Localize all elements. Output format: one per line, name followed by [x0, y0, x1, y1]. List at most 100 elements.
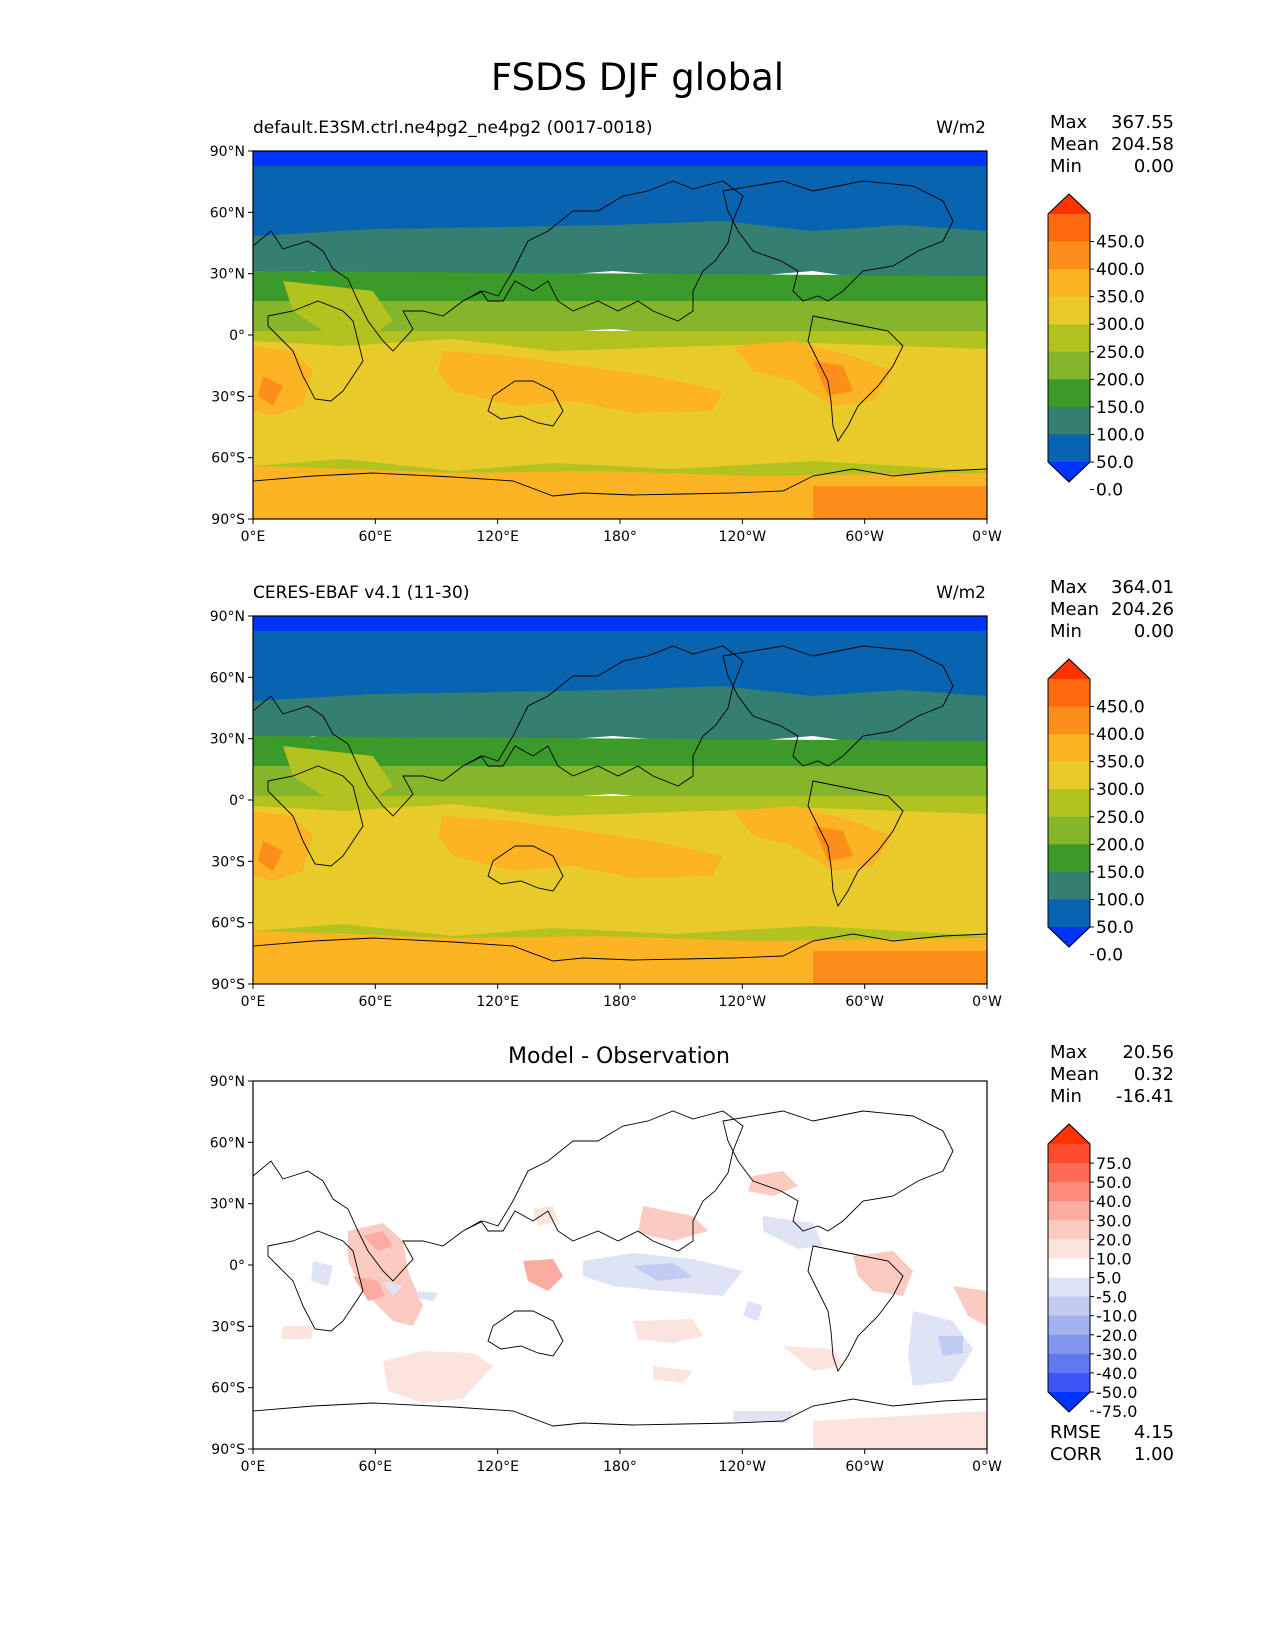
stat-value: 367.55 — [1111, 112, 1174, 133]
contour-region — [638, 1206, 708, 1241]
contour-region — [653, 1366, 693, 1383]
colorbar-tick-label: 100.0 — [1096, 890, 1145, 910]
contour-region — [733, 806, 893, 871]
lat-tick-label: 30°N — [210, 267, 245, 283]
contour-region — [633, 1263, 693, 1281]
contour-region — [813, 1411, 987, 1449]
coastline — [252, 468, 988, 497]
colorbar-tick-label: 400.0 — [1096, 725, 1145, 745]
lon-tick-label: 0°E — [241, 529, 266, 545]
colorbar-tick-label: 400.0 — [1096, 260, 1145, 280]
colorbar-tick-label: 0.0 — [1096, 481, 1123, 501]
colorbar-segment — [1048, 324, 1090, 353]
contour-region — [813, 826, 853, 861]
coastline — [267, 1230, 364, 1332]
colorbar-segment — [1048, 269, 1090, 298]
coastline — [807, 1245, 904, 1373]
colorbar-tick-label: -75.0 — [1096, 1402, 1137, 1421]
coastline — [807, 780, 904, 908]
longitude-axis: 0°E 60°E 120°E 180° 120°W 60°W 0°W — [241, 519, 1002, 545]
colorbar-tick-label: 200.0 — [1096, 370, 1145, 390]
colorbar: 450.0 400.0 350.0 300.0 250.0 200.0 150.0 100.0… — [1047, 658, 1145, 966]
lon-tick-label: 0°W — [972, 994, 1002, 1010]
lat-tick-label: 60°N — [210, 1135, 245, 1151]
contour-region — [743, 1301, 763, 1321]
lon-tick-label: 60°E — [358, 994, 392, 1010]
longitude-axis: 0°E 60°E 120°E 180° 120°W 60°W 0°W — [241, 1449, 1002, 1475]
colorbar-tick-label: 10.0 — [1096, 1249, 1132, 1268]
contour-region — [533, 1206, 558, 1226]
panel-ref: CERES-EBAF v4.1 (11-30) W/m2 90°N 60°N 30°… — [210, 577, 1174, 1010]
colorbar-tick-label: 150.0 — [1096, 398, 1145, 418]
contour-region — [813, 486, 987, 519]
lat-tick-label: 60°N — [210, 670, 245, 686]
coastline — [722, 180, 954, 302]
colorbar-tick-label: 200.0 — [1096, 835, 1145, 855]
colorbar-extend-max — [1048, 194, 1090, 214]
colorbar-segment — [1048, 241, 1090, 270]
colorbar-segment — [1048, 1144, 1090, 1164]
colorbar-tick-label: 40.0 — [1096, 1192, 1132, 1211]
colorbar-segment — [1048, 1258, 1090, 1279]
contour-region — [853, 1251, 913, 1296]
colorbar: 450.0 400.0 350.0 300.0 250.0 200.0 150.0 100.0… — [1047, 193, 1145, 501]
lon-tick-label: 60°W — [845, 529, 884, 545]
lon-tick-label: 0°E — [241, 994, 266, 1010]
lon-tick-label: 180° — [603, 994, 637, 1010]
colorbar-segment — [1048, 1163, 1090, 1183]
stat-label: Mean — [1050, 134, 1099, 155]
panel-center-title: Model - Observation — [508, 1044, 730, 1069]
colorbar-segment — [1048, 844, 1090, 873]
stat-value: 364.01 — [1111, 577, 1174, 598]
stat-value: -16.41 — [1116, 1086, 1174, 1107]
colorbar-tick-label: 150.0 — [1096, 863, 1145, 883]
lat-tick-label: 30°S — [211, 1319, 245, 1335]
contour-region — [383, 1351, 493, 1403]
lon-tick-label: 180° — [603, 529, 637, 545]
colorbar-segment — [1048, 871, 1090, 900]
colorbar-tick-label: 100.0 — [1096, 425, 1145, 445]
stat-label: Max — [1050, 112, 1088, 133]
contour-region — [283, 746, 393, 806]
lat-tick-label: 60°S — [211, 451, 245, 467]
contour-region — [253, 931, 987, 984]
contour-region — [281, 1326, 313, 1339]
colorbar-tick-label: 50.0 — [1096, 453, 1134, 473]
map-plot — [252, 615, 988, 985]
lat-tick-label: 30°N — [210, 1197, 245, 1213]
contour-region — [258, 841, 283, 871]
stat-value: 0.00 — [1134, 156, 1174, 177]
lon-tick-label: 0°E — [241, 1459, 266, 1475]
coastline — [252, 1398, 988, 1427]
colorbar-tick-label: 0.0 — [1096, 946, 1123, 966]
lon-tick-label: 120°E — [476, 1459, 519, 1475]
lon-tick-label: 120°E — [476, 994, 519, 1010]
contour-region — [438, 351, 723, 413]
contour-region — [253, 166, 987, 243]
lat-tick-label: 60°S — [211, 1381, 245, 1397]
colorbar-segment — [1048, 1220, 1090, 1240]
contour-region — [311, 1261, 333, 1286]
colorbar-tick-label: 300.0 — [1096, 315, 1145, 335]
colorbar-segment — [1048, 379, 1090, 408]
lat-tick-label: 0° — [229, 793, 245, 809]
colorbar-extend-min — [1048, 927, 1090, 947]
lat-tick-label: 90°N — [210, 144, 245, 160]
contour-region — [633, 1319, 703, 1343]
contour-region — [438, 816, 723, 878]
colorbar-tick-label: 30.0 — [1096, 1211, 1132, 1230]
colorbar-segment — [1048, 761, 1090, 790]
coastline — [252, 180, 744, 352]
contour-region — [363, 1231, 393, 1251]
stat-value: 0.00 — [1134, 621, 1174, 642]
colorbar-tick-label: 250.0 — [1096, 808, 1145, 828]
colorbar-segment — [1048, 816, 1090, 845]
lon-tick-label: 120°W — [719, 529, 767, 545]
colorbar-extend-min — [1048, 1392, 1090, 1412]
stat-label: Max — [1050, 1042, 1088, 1063]
colorbar-tick-label: 50.0 — [1096, 918, 1134, 938]
contour-region — [383, 1281, 403, 1296]
colorbar-tick-label: 75.0 — [1096, 1154, 1132, 1173]
stat-label: Min — [1050, 156, 1082, 177]
latitude-axis: 90°N 60°N 30°N 0° 30°S 60°S 90°S — [210, 609, 253, 993]
